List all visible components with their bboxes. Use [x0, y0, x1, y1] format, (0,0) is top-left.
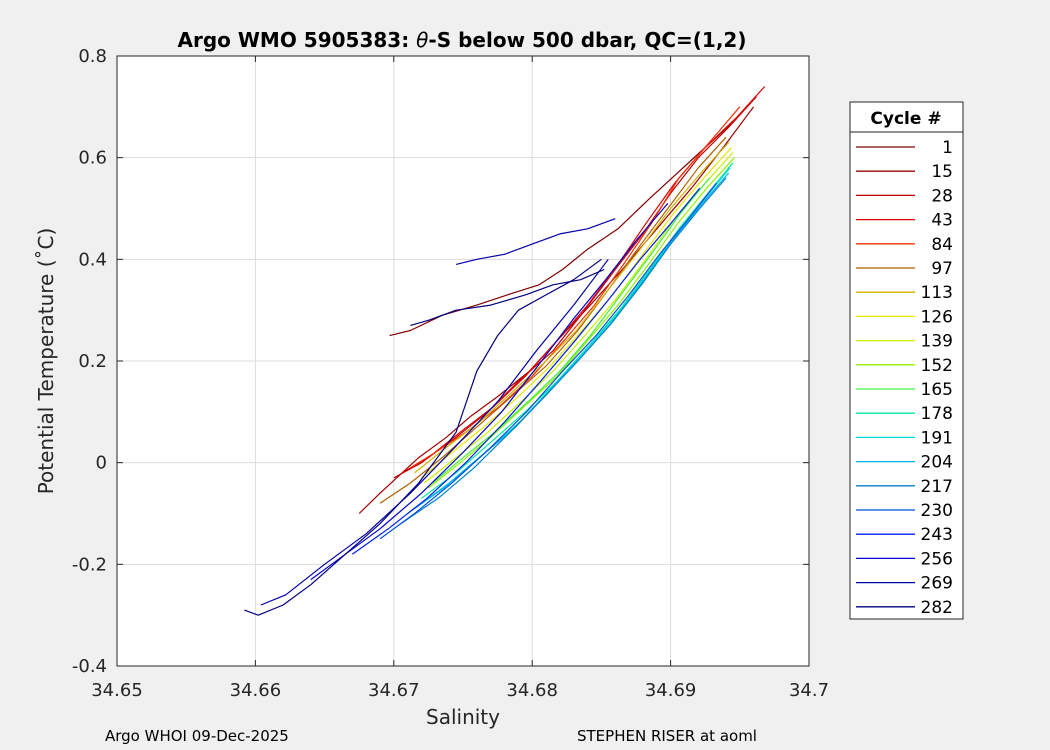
legend-title: Cycle #	[870, 109, 941, 129]
legend-entry-label: 126	[921, 307, 953, 327]
y-tick-label: 0.4	[78, 249, 107, 270]
legend-entry-label: 152	[921, 356, 953, 376]
y-tick-label: 0.2	[78, 351, 107, 372]
series-line	[260, 258, 609, 606]
legend-entry-label: 230	[921, 501, 953, 521]
x-tick-label: 34.67	[368, 680, 420, 701]
axis-ticks: 34.65 34.66 34.67 34.68 34.69 34.7 -0.4 -0.2 0 0.…	[72, 46, 829, 701]
series-line	[428, 157, 735, 489]
y-tick-label: -0.2	[72, 554, 107, 575]
legend-entry-label: 256	[921, 549, 953, 569]
x-tick-label: 34.7	[789, 680, 829, 701]
legend-entry-label: 84	[931, 235, 953, 255]
legend-entry-label: 178	[921, 404, 953, 424]
legend-entry-label: 243	[921, 525, 953, 545]
legend: Cycle # 1 15 28 43 84 97 113 126 139 152 165 178 191…	[849, 101, 964, 620]
legend-entry-label: 113	[921, 283, 953, 303]
legend-entry-label: 43	[931, 211, 953, 231]
series-line	[414, 141, 730, 474]
legend-entry-label: 139	[921, 332, 953, 352]
series-line	[393, 96, 757, 479]
series-line	[351, 187, 701, 555]
x-axis-label: Salinity	[426, 705, 500, 729]
series-line	[244, 258, 602, 616]
series-line	[410, 106, 741, 469]
y-tick-label: 0.8	[78, 46, 107, 67]
x-tick-label: 34.69	[645, 680, 697, 701]
y-tick-label: -0.4	[72, 656, 107, 677]
y-tick-label: 0.6	[78, 148, 107, 169]
series-line	[455, 218, 616, 265]
legend-entries: 1 15 28 43 84 97 113 126 139 152 165 178 191 204 217 23…	[856, 138, 953, 618]
legend-box	[849, 101, 964, 620]
series-line	[400, 177, 727, 525]
x-tick-label: 34.68	[506, 680, 558, 701]
legend-entry-label: 204	[921, 453, 953, 473]
legend-entry-label: 1	[942, 138, 953, 158]
x-tick-label: 34.65	[91, 680, 143, 701]
y-tick-label: 0	[96, 453, 107, 474]
series-line	[379, 182, 717, 540]
series-line	[310, 203, 669, 581]
legend-entry-label: 97	[931, 259, 953, 279]
legend-entry-label: 28	[931, 186, 953, 206]
footer-left: Argo WHOI 09-Dec-2025	[105, 727, 289, 745]
grid	[117, 56, 809, 666]
legend-entry-label: 217	[921, 477, 953, 497]
legend-entry-label: 269	[921, 574, 953, 594]
series-line	[421, 147, 732, 479]
series-line	[432, 177, 710, 484]
legend-entry-label: 15	[931, 162, 953, 182]
legend-entry-label: 191	[921, 428, 953, 448]
series-line	[379, 136, 727, 504]
x-tick-label: 34.66	[230, 680, 282, 701]
series-line	[410, 268, 605, 326]
y-axis-label: Potential Temperature (˚C)	[34, 228, 58, 495]
chart-title: Argo WMO 5905383: θ-S below 500 dbar, QC…	[178, 28, 747, 52]
legend-entry-label: 282	[921, 598, 953, 618]
legend-entry-label: 165	[921, 380, 953, 400]
footer-right: STEPHEN RISER at aoml	[577, 727, 757, 745]
series-lines	[244, 86, 766, 616]
